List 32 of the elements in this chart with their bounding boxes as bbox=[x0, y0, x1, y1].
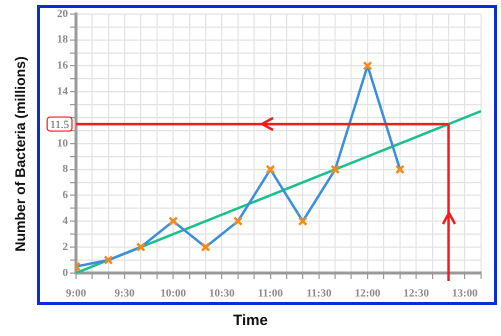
point bbox=[200, 242, 210, 252]
point bbox=[233, 216, 243, 226]
x-tick-label: 13:00 bbox=[452, 287, 478, 300]
x-tick-label: 10:30 bbox=[208, 287, 236, 300]
y-tick-label: 16 bbox=[57, 60, 68, 72]
y-tick-label: 20 bbox=[57, 8, 68, 20]
y-tick-label: 14 bbox=[57, 86, 68, 98]
x-tick-label: 12:00 bbox=[354, 287, 381, 300]
point bbox=[266, 164, 276, 174]
point bbox=[330, 164, 340, 174]
y-tick-label: 2 bbox=[62, 240, 68, 253]
x-axis-title: Time bbox=[232, 312, 269, 329]
point bbox=[168, 216, 178, 226]
x-tick-label: 9:30 bbox=[114, 287, 136, 300]
y-axis-title: Number of Bacteria (millions) bbox=[12, 56, 28, 252]
ref-line-label: 11.5 bbox=[50, 118, 70, 131]
point bbox=[395, 164, 405, 174]
point bbox=[104, 255, 114, 265]
x-tick-label: 11:00 bbox=[258, 287, 284, 300]
y-tick-label: 8 bbox=[62, 163, 68, 176]
point bbox=[362, 61, 372, 71]
y-tick-label: 10 bbox=[57, 137, 68, 150]
x-tick-label: 12:30 bbox=[403, 287, 430, 300]
x-tick-label: 9:00 bbox=[66, 287, 87, 300]
x-tick-label: 11:30 bbox=[306, 287, 332, 300]
y-tick-label: 18 bbox=[57, 34, 68, 46]
point bbox=[136, 242, 146, 252]
point bbox=[298, 216, 308, 226]
x-tick-label: 10:00 bbox=[160, 287, 187, 300]
y-tick-label: 4 bbox=[62, 215, 68, 228]
y-tick-label: 6 bbox=[62, 189, 68, 202]
y-tick-label: 0 bbox=[62, 266, 68, 279]
